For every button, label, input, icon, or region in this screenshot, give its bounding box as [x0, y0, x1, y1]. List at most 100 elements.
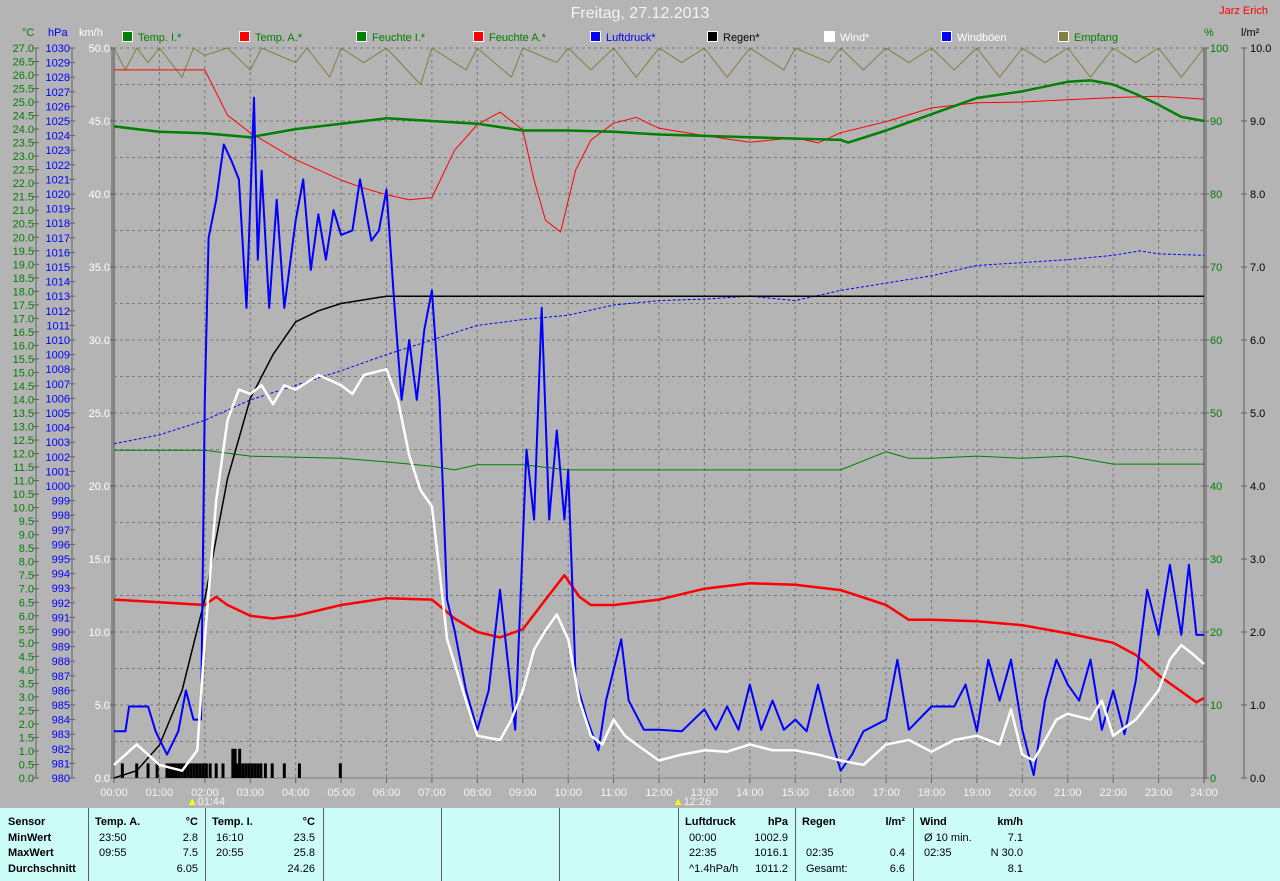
rain-bar — [168, 763, 172, 778]
y-tick-label-pressure: 1025 — [46, 116, 70, 128]
y-tick-label-temp: 18.5 — [13, 273, 34, 285]
rain-bar — [120, 763, 124, 778]
y-tick-label-wind: 30.0 — [89, 335, 110, 347]
stats-cell-value: 23.5 — [293, 831, 315, 844]
rain-bar — [201, 763, 205, 778]
rain-bar — [250, 763, 254, 778]
y-tick-label-temp: 17.5 — [13, 300, 34, 312]
x-tick-label: 11:00 — [600, 787, 627, 799]
x-tick-label: 09:00 — [509, 787, 537, 799]
y-tick-label-temp: 8.0 — [19, 557, 34, 569]
y-tick-label-pressure: 1016 — [46, 247, 70, 259]
series-line-temp-i — [113, 79, 1205, 144]
y-tick-label-temp: 25.5 — [13, 84, 34, 96]
y-tick-label-rain: 4.0 — [1250, 481, 1265, 493]
rain-bar — [235, 763, 239, 778]
y-tick-label-pressure: 1002 — [46, 452, 70, 464]
rain-bar — [214, 763, 218, 778]
y-tick-label-temp: 2.0 — [19, 719, 34, 731]
y-tick-label-temp: 21.5 — [13, 192, 34, 204]
x-tick-label: 22:00 — [1099, 787, 1127, 799]
y-tick-label-rain: 1.0 — [1250, 700, 1265, 712]
y-tick-label-pressure: 1030 — [46, 43, 70, 55]
y-tick-label-pressure: 992 — [52, 598, 70, 610]
axis-unit-wind: km/h — [79, 27, 103, 39]
y-tick-label-pressure: 997 — [52, 525, 70, 537]
y-tick-label-pressure: 1029 — [46, 58, 70, 70]
y-tick-label-wind: 40.0 — [89, 189, 110, 201]
series-line-windb-en — [114, 96, 1204, 777]
rain-bar — [174, 763, 178, 778]
stats-cell-value: 7.1 — [1007, 831, 1023, 844]
y-tick-label-temp: 2.5 — [19, 705, 34, 717]
y-tick-label-humidity: 40 — [1210, 481, 1222, 493]
y-tick-label-temp: 5.0 — [19, 638, 34, 650]
stats-cell-value: 7.5 — [182, 847, 198, 859]
y-tick-label-temp: 13.5 — [13, 408, 34, 420]
rain-bar — [244, 763, 248, 778]
y-tick-label-humidity: 70 — [1210, 262, 1222, 274]
y-tick-label-temp: 15.0 — [13, 367, 34, 379]
legend-label: Empfang — [1074, 32, 1119, 44]
y-tick-label-rain: 2.0 — [1250, 627, 1265, 639]
y-tick-label-humidity: 0 — [1210, 773, 1216, 785]
x-tick-label: 10:00 — [554, 787, 582, 799]
y-tick-label-pressure: 990 — [52, 627, 70, 639]
y-tick-label-pressure: 987 — [52, 671, 70, 683]
y-tick-label-temp: 24.0 — [13, 124, 34, 136]
x-tick-label: 13:00 — [691, 787, 719, 799]
y-tick-label-temp: 19.5 — [13, 246, 34, 258]
x-tick-label: 08:00 — [464, 787, 492, 799]
stats-column-title: Wind — [920, 816, 947, 828]
rain-bar — [253, 763, 257, 778]
y-tick-label-temp: 14.5 — [13, 381, 34, 393]
y-tick-label-rain: 3.0 — [1250, 554, 1265, 566]
legend-swatch-icon — [239, 31, 250, 42]
y-tick-label-temp: 8.5 — [19, 543, 34, 555]
legend-item: Wind* — [824, 31, 869, 44]
y-tick-label-pressure: 1023 — [46, 145, 70, 157]
y-tick-label-wind: 5.0 — [95, 700, 110, 712]
y-tick-label-pressure: 1011 — [46, 320, 70, 332]
y-tick-label-temp: 12.5 — [13, 435, 34, 447]
stats-column — [441, 808, 559, 881]
stats-row-label: MaxWert — [8, 847, 54, 859]
y-tick-label-temp: 20.0 — [13, 232, 34, 244]
legend-label: Temp. I.* — [138, 32, 182, 44]
y-tick-label-pressure: 983 — [52, 729, 70, 741]
legend-swatch-icon — [707, 31, 718, 42]
legend-swatch-icon — [1058, 31, 1069, 42]
rain-bar — [183, 763, 187, 778]
y-tick-label-pressure: 999 — [52, 496, 70, 508]
y-tick-label-rain: 10.0 — [1250, 43, 1271, 55]
y-tick-label-pressure: 985 — [52, 700, 70, 712]
rain-bar — [297, 763, 301, 778]
x-tick-label: 00:00 — [100, 787, 128, 799]
y-tick-label-wind: 25.0 — [89, 408, 110, 420]
x-tick-label: 17:00 — [872, 787, 900, 799]
legend-item: Feuchte A.* — [473, 31, 546, 44]
y-tick-label-wind: 10.0 — [89, 627, 110, 639]
y-tick-label-pressure: 1020 — [46, 189, 70, 201]
series-line-temp-a — [113, 573, 1205, 704]
y-tick-label-temp: 16.0 — [13, 340, 34, 352]
y-tick-label-pressure: 996 — [52, 539, 70, 551]
y-tick-label-temp: 5.5 — [19, 624, 34, 636]
x-tick-label: 21:00 — [1054, 787, 1082, 799]
y-tick-label-humidity: 20 — [1210, 627, 1222, 639]
y-tick-label-pressure: 980 — [52, 773, 70, 785]
y-tick-label-temp: 21.0 — [13, 205, 34, 217]
y-tick-label-temp: 23.0 — [13, 151, 34, 163]
y-tick-label-pressure: 1008 — [46, 364, 70, 376]
rain-bar — [256, 763, 260, 778]
legend-swatch-icon — [590, 31, 601, 42]
stats-cell-time: Gesamt: — [806, 862, 848, 875]
stats-column — [323, 808, 441, 881]
legend-item: Windböen — [941, 31, 1007, 44]
y-tick-label-rain: 5.0 — [1250, 408, 1265, 420]
rain-bar — [221, 763, 225, 778]
y-tick-label-wind: 20.0 — [89, 481, 110, 493]
stats-column: Temp. I. °C 16:10 23.5 20:55 25.8 24.26 — [205, 808, 323, 881]
y-tick-label-temp: 0.0 — [19, 773, 34, 785]
y-tick-label-pressure: 1012 — [46, 306, 70, 318]
